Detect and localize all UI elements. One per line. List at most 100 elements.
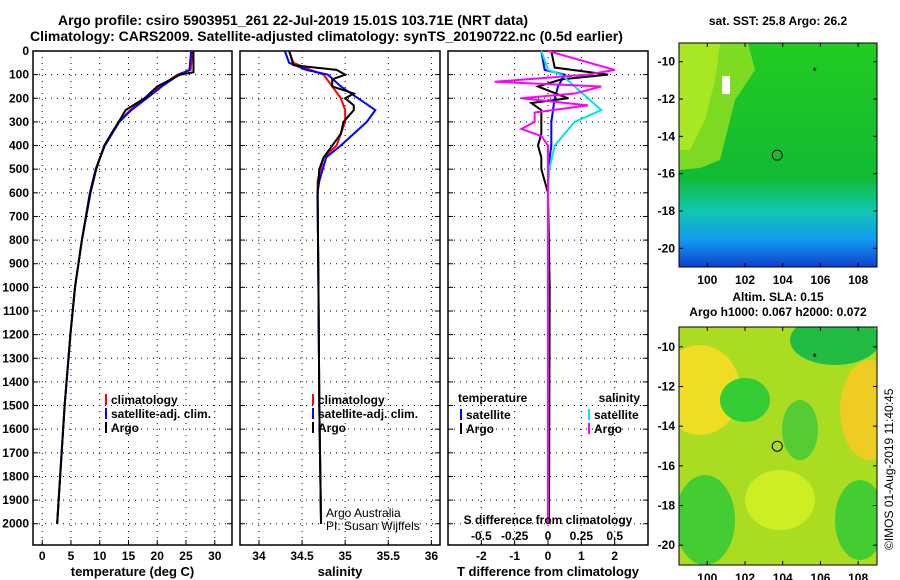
y-tick-label: 1100: [3, 304, 29, 318]
y-tick-label: 200: [9, 91, 29, 105]
y-tick-label: 500: [9, 162, 29, 176]
x-tick-label: 0: [39, 549, 46, 563]
star-marker: *: [813, 352, 817, 362]
y-tick-label: 2000: [2, 517, 29, 531]
y-tick-label: 0: [22, 44, 29, 58]
map-title-line2: Argo h1000: 0.067 h2000: 0.072: [689, 305, 867, 319]
x-tick-label: 34.5: [290, 549, 314, 563]
figure-title-line1: Argo profile: csiro 5903951_261 22-Jul-2…: [58, 12, 529, 28]
legend-label: climatology: [111, 393, 178, 407]
x-tick-label: 5: [68, 549, 75, 563]
map-x-tick-label: 106: [810, 571, 830, 580]
annotation-text: Argo Australia: [326, 506, 401, 520]
x-tick-label: 36: [425, 549, 439, 563]
map-y-tick-label: -18: [658, 499, 676, 513]
legend-label: satellite-adj. clim.: [111, 407, 211, 421]
map-x-tick-label: 102: [735, 571, 755, 580]
map-title-line1: Altim. SLA: 0.15: [732, 290, 824, 304]
x2-tick-label: -0.25: [501, 529, 529, 543]
x2-tick-label: -0.5: [471, 529, 492, 543]
x2-tick-label: 0.5: [606, 529, 623, 543]
x-tick-label: -1: [509, 549, 520, 563]
argo-position-marker: [771, 440, 783, 452]
y-tick-label: 1500: [2, 399, 29, 413]
annotation-text: PI: Susan Wijffels: [326, 519, 420, 533]
map-y-tick-label: -14: [658, 129, 676, 143]
x-tick-label: 0: [545, 549, 552, 563]
legend-label: climatology: [318, 393, 385, 407]
series-line-temperature-argo: [528, 50, 609, 524]
y-tick-label: 900: [9, 257, 29, 271]
x-tick-label: 34: [252, 549, 266, 563]
map-x-tick-label: 108: [848, 571, 868, 580]
x-axis-label: T difference from climatology: [457, 564, 640, 579]
legend-label: Argo: [111, 421, 139, 435]
map-y-tick-label: -14: [658, 419, 676, 433]
series-line-argo: [288, 50, 357, 524]
map-frame: [678, 326, 878, 566]
map-y-tick-label: -12: [658, 92, 676, 106]
map-x-tick-label: 104: [773, 273, 793, 287]
y-tick-label: 1400: [2, 375, 29, 389]
x-tick-label: 1: [578, 549, 585, 563]
map-y-tick-label: -12: [658, 380, 676, 394]
map-y-tick-label: -16: [658, 459, 676, 473]
series-line-climatology: [56, 50, 194, 524]
legend-label: satellite: [466, 408, 511, 422]
legend-label: Argo: [466, 422, 494, 436]
x-tick-label: 15: [122, 549, 136, 563]
legend-label: satellite-adj. clim.: [318, 407, 418, 421]
y-tick-label: 600: [9, 186, 29, 200]
y-tick-label: 1300: [2, 351, 29, 365]
x2-axis-label: S difference from climatology: [464, 513, 633, 527]
map-x-tick-label: 108: [848, 273, 868, 287]
x-axis-label: salinity: [318, 564, 364, 579]
map-y-tick-label: -18: [658, 204, 676, 218]
y-tick-label: 400: [9, 139, 29, 153]
map-x-tick-label: 106: [810, 273, 830, 287]
map-frame: [678, 42, 878, 268]
legend-label: Argo: [594, 422, 622, 436]
map-y-tick-label: -20: [658, 538, 676, 552]
map-y-tick-label: -20: [658, 241, 676, 255]
legend-title-temperature: temperature: [458, 391, 528, 405]
map-x-tick-label: 100: [697, 571, 717, 580]
x-tick-label: -2: [476, 549, 487, 563]
star-marker: *: [813, 66, 817, 76]
map-y-tick-label: -10: [658, 55, 676, 69]
legend-label: Argo: [318, 421, 346, 435]
y-tick-label: 700: [9, 209, 29, 223]
x-tick-label: 35: [338, 549, 352, 563]
argo-position-marker: [771, 149, 783, 161]
x-tick-label: 10: [93, 549, 107, 563]
y-tick-label: 1900: [2, 493, 29, 507]
map-y-tick-label: -10: [658, 340, 676, 354]
x-axis-label: temperature (deg C): [71, 564, 195, 579]
y-tick-label: 1800: [2, 469, 29, 483]
x-tick-label: 20: [151, 549, 165, 563]
map-x-tick-label: 102: [735, 273, 755, 287]
x-tick-label: 2: [611, 549, 618, 563]
plot-frame: [32, 50, 233, 546]
x-tick-label: 30: [208, 549, 222, 563]
x-tick-label: 35.5: [377, 549, 401, 563]
sst-map-image: [679, 43, 877, 267]
y-tick-label: 1200: [2, 328, 29, 342]
map-y-tick-label: -16: [658, 167, 676, 181]
imos-credit: ©IMOS 01-Aug-2019 11:40:45: [882, 388, 896, 550]
figure-title-line2: Climatology: CARS2009. Satellite-adjuste…: [30, 28, 623, 44]
y-tick-label: 1000: [2, 280, 29, 294]
y-tick-label: 300: [9, 115, 29, 129]
x2-tick-label: 0.25: [570, 529, 594, 543]
x-tick-label: 25: [179, 549, 193, 563]
y-tick-label: 100: [9, 68, 29, 82]
legend-label: satellite: [594, 408, 639, 422]
y-tick-label: 800: [9, 233, 29, 247]
plot-frame: [239, 50, 441, 546]
map-x-tick-label: 100: [697, 273, 717, 287]
legend-title-salinity: salinity: [599, 391, 641, 405]
map-title: sat. SST: 25.8 Argo: 26.2: [709, 14, 848, 28]
sla-map-image: [679, 327, 877, 565]
